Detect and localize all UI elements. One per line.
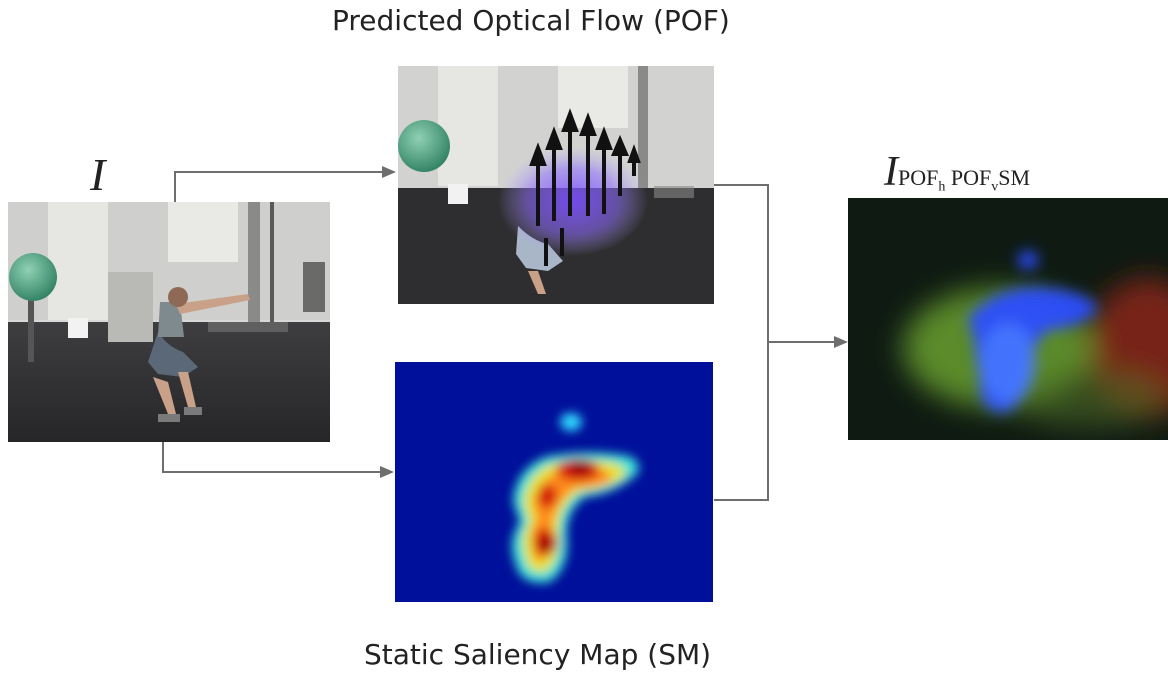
output-image bbox=[848, 198, 1168, 440]
output-subscript-pof-h: POF bbox=[898, 165, 939, 190]
output-subscript-h: h bbox=[938, 179, 946, 195]
output-symbol-main: I bbox=[884, 149, 898, 195]
line-flow-to-merge bbox=[714, 184, 769, 501]
output-subscript-sm: SM bbox=[998, 165, 1031, 190]
output-subscript-v: v bbox=[991, 179, 999, 195]
saliency-map-title: Static Saliency Map (SM) bbox=[364, 638, 712, 671]
optical-flow-image bbox=[398, 66, 714, 304]
output-subscript-pof-v: POF bbox=[950, 165, 992, 190]
input-image bbox=[8, 202, 330, 442]
output-image-symbol: IPOFh POFvSM bbox=[884, 148, 1030, 196]
optical-flow-title: Predicted Optical Flow (POF) bbox=[332, 4, 730, 37]
input-image-symbol: I bbox=[90, 149, 106, 200]
saliency-map-image bbox=[395, 362, 713, 602]
output-symbol-subscript: POFh POFvSM bbox=[898, 165, 1031, 194]
flow-vectors bbox=[529, 108, 641, 266]
arrow-input-to-flow bbox=[174, 166, 396, 205]
arrow-input-to-saliency bbox=[162, 442, 394, 478]
